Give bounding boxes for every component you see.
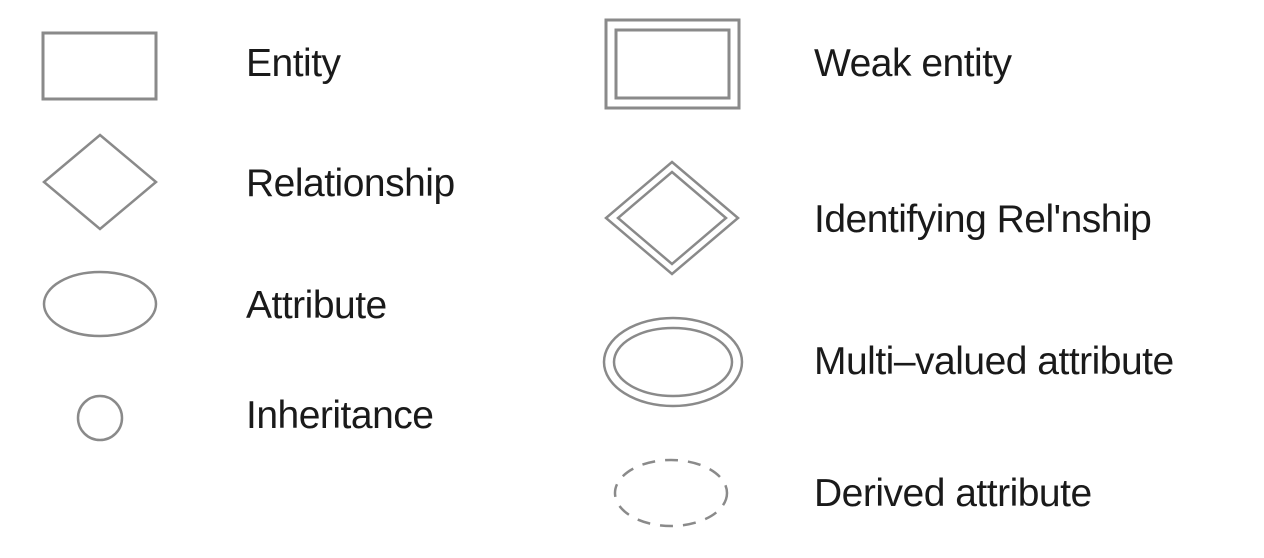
legend-label-attribute: Attribute [246, 284, 387, 327]
derived-attribute-dashed-ellipse-icon [613, 458, 729, 528]
legend-label-entity: Entity [246, 42, 341, 85]
multi-valued-attribute-double-ellipse-icon [602, 316, 744, 408]
inheritance-circle-icon [76, 394, 124, 442]
relationship-diamond-icon [42, 133, 158, 231]
legend-label-inheritance: Inheritance [246, 394, 434, 437]
attribute-ellipse-icon [42, 270, 158, 338]
legend-label-multi-valued-attribute: Multi–valued attribute [814, 340, 1174, 383]
legend-label-weak-entity: Weak entity [814, 42, 1012, 85]
legend-label-relationship: Relationship [246, 162, 455, 205]
legend-label-identifying-relationship: Identifying Rel'nship [814, 198, 1152, 241]
legend-label-derived-attribute: Derived attribute [814, 472, 1092, 515]
identifying-relationship-double-diamond-icon [604, 160, 740, 276]
weak-entity-double-rectangle-icon [604, 18, 741, 110]
entity-rectangle-icon [41, 31, 158, 101]
